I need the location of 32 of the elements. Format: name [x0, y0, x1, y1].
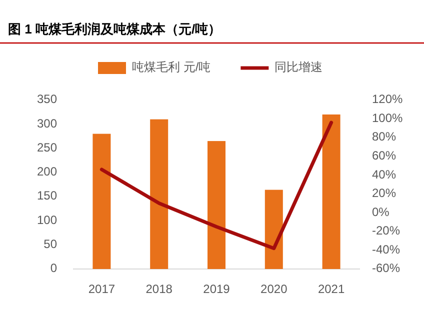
chart-title: 图 1 吨煤毛利润及吨煤成本（元/吨） [8, 21, 222, 36]
legend-label: 同比增速 [274, 60, 323, 74]
y-tick-label: 200 [36, 164, 58, 179]
x-tick-label: 2018 [146, 282, 173, 296]
y2-tick-label: 20% [372, 186, 396, 200]
x-tick-label: 2017 [88, 282, 116, 296]
y2-tick-label: -60% [372, 261, 400, 276]
x-tick-label: 2019 [203, 282, 230, 296]
y2-tick-label: 80% [372, 130, 396, 144]
bar [264, 190, 283, 269]
bar [322, 114, 340, 269]
x-tick-label: 2021 [318, 282, 345, 296]
y-tick-label: 100 [36, 212, 58, 227]
y-tick-label: 350 [36, 92, 58, 106]
y-tick-label: 250 [36, 140, 58, 154]
y-tick-label: 300 [36, 116, 58, 130]
line-series [100, 120, 334, 250]
y-tick-label: 0 [50, 261, 58, 276]
x-tick-label: 2020 [260, 282, 288, 296]
bar [92, 134, 111, 269]
y2-tick-label: -40% [372, 242, 400, 256]
y-tick-label: 150 [36, 188, 58, 203]
bar [208, 141, 226, 269]
y2-tick-label: 100% [372, 110, 404, 125]
y2-tick-label: 120% [372, 92, 404, 106]
y2-tick-label: 0% [372, 204, 390, 219]
bar [150, 119, 168, 269]
y-tick-label: 50 [44, 237, 58, 252]
legend-label: 吨煤毛利 元/吨 [132, 60, 211, 74]
y2-tick-label: 60% [372, 148, 396, 163]
y2-tick-label: -20% [372, 224, 400, 238]
y2-tick-label: 40% [372, 167, 396, 182]
